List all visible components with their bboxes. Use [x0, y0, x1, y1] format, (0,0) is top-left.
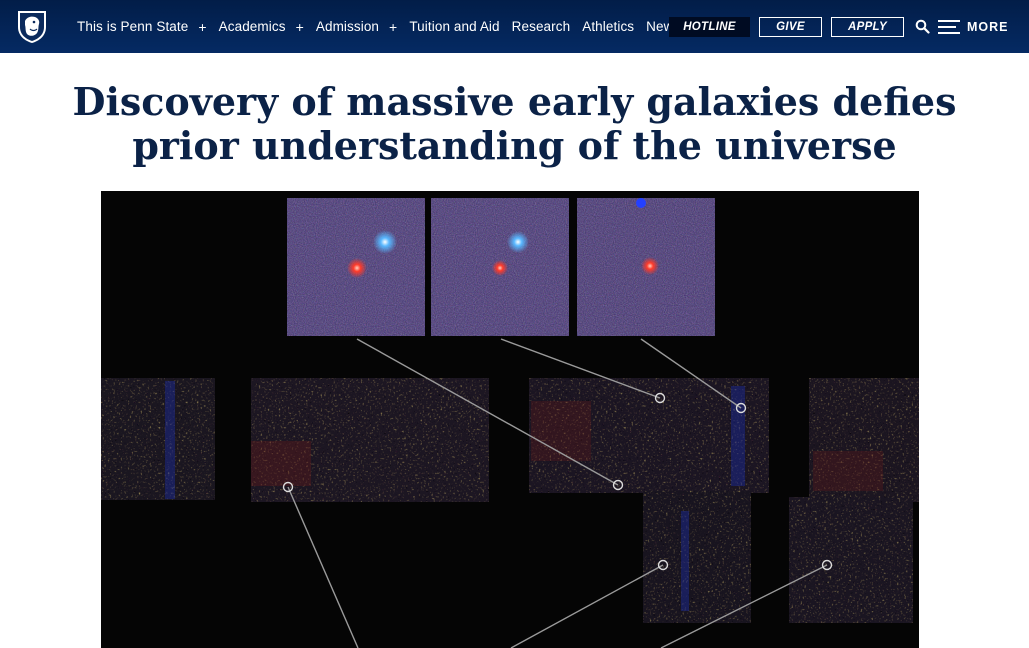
expand-plus-icon[interactable]: +	[295, 18, 304, 35]
article-title: Discovery of massive early galaxies defi…	[72, 79, 957, 168]
zoom-panels	[287, 198, 715, 336]
nav-item-label: Tuition and Aid	[409, 19, 500, 34]
nav-item-label: Athletics	[582, 19, 635, 34]
top-navigation: This is Penn State + Academics + Admissi…	[0, 0, 1029, 53]
nav-item-research[interactable]: Research	[512, 19, 571, 34]
more-menu-label[interactable]: MORE	[967, 20, 1009, 34]
nav-item-admission[interactable]: Admission +	[316, 19, 397, 35]
galaxy-image-illustration	[101, 198, 919, 648]
connector-lines	[287, 338, 828, 648]
main-menu: This is Penn State + Academics + Admissi…	[77, 0, 711, 53]
nav-item-academics[interactable]: Academics +	[219, 19, 304, 35]
nav-item-label: Admission	[315, 19, 380, 34]
expand-plus-icon[interactable]: +	[198, 18, 207, 35]
nav-item-label: Research	[511, 19, 571, 34]
nav-item-this-is-penn-state[interactable]: This is Penn State +	[77, 19, 207, 35]
apply-button[interactable]: APPLY	[831, 17, 904, 37]
search-icon[interactable]	[915, 19, 930, 34]
galaxy-marker-circles	[282, 392, 833, 571]
galaxy-candidates-image	[101, 191, 919, 648]
expand-plus-icon[interactable]: +	[389, 18, 398, 35]
penn-state-shield-icon[interactable]	[16, 9, 48, 44]
give-button[interactable]: GIVE	[759, 17, 822, 37]
hotline-button[interactable]: HOTLINE	[669, 17, 750, 37]
nav-item-label: Academics	[218, 19, 286, 34]
hamburger-icon[interactable]	[938, 19, 962, 35]
nav-item-athletics[interactable]: Athletics	[582, 19, 634, 34]
deep-field-tiles	[101, 378, 919, 623]
nav-item-label: This is Penn State	[77, 19, 189, 34]
nav-item-tuition-and-aid[interactable]: Tuition and Aid	[409, 19, 499, 34]
